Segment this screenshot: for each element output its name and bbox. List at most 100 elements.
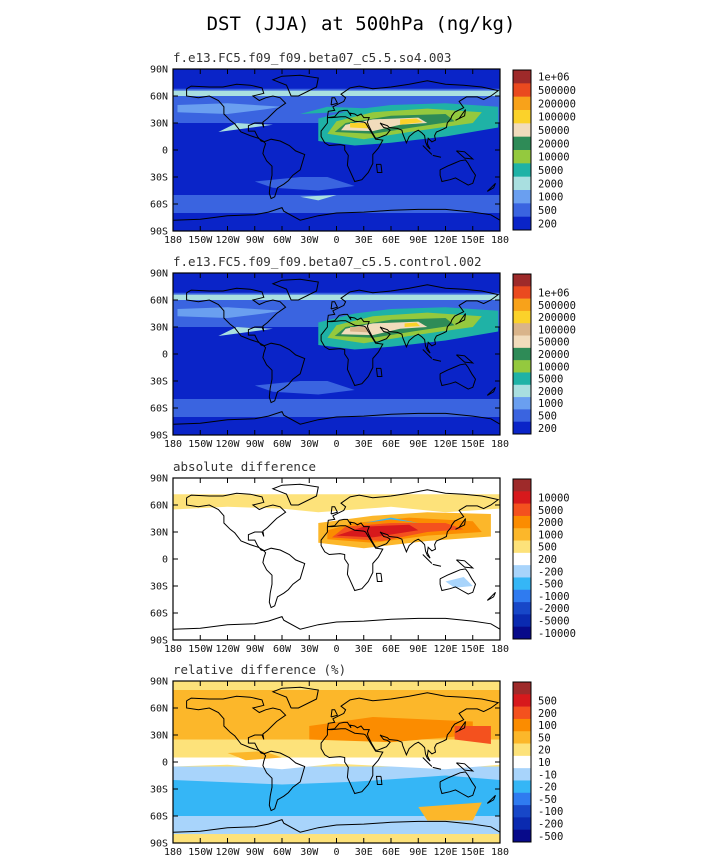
contour-region (254, 177, 355, 191)
x-tick-label: 0 (333, 439, 339, 450)
colorbar-swatch (513, 310, 531, 324)
colorbar-label: 500000 (538, 300, 576, 312)
contour-region (404, 322, 421, 327)
colorbar-label: 5000 (538, 374, 563, 386)
x-tick-label: 30E (355, 439, 373, 450)
field-fill (173, 69, 500, 231)
colorbar-label: 200 (538, 554, 557, 566)
figure-title: DST (JJA) at 500hPa (ng/kg) (207, 13, 516, 35)
x-tick-label: 120W (215, 644, 240, 655)
panel-title: absolute difference (173, 459, 316, 474)
colorbar-label: -50 (538, 794, 557, 806)
colorbar-label: 1000 (538, 192, 563, 204)
y-tick-label: 30S (150, 173, 168, 184)
contour-region (218, 327, 273, 336)
colorbar-swatch (513, 298, 531, 312)
y-tick-label: 60N (150, 501, 168, 512)
colorbar-swatch (513, 780, 531, 794)
coastline (456, 354, 475, 364)
colorbar-label: -500 (538, 831, 563, 843)
contour-region (173, 90, 500, 96)
coastline (432, 358, 442, 362)
contour-region (336, 524, 419, 538)
colorbar-swatch (513, 682, 531, 695)
colorbar-swatch (513, 203, 531, 217)
y-tick-label: 60S (150, 609, 168, 620)
coastline (326, 692, 500, 762)
coastline (262, 750, 306, 812)
colorbar-swatch (513, 286, 531, 299)
x-tick-label: 30E (355, 847, 373, 858)
x-tick-label: 30W (300, 847, 319, 858)
x-tick-label: 120W (215, 235, 240, 246)
colorbar-swatch (513, 755, 531, 769)
colorbar-frame (512, 681, 532, 843)
coastline (173, 410, 500, 425)
colorbar-label: -200 (538, 819, 563, 831)
x-tick-label: 180 (164, 644, 182, 655)
colorbar-swatch (513, 83, 531, 97)
y-tick-label: 0 (162, 146, 168, 157)
x-tick-label: 60W (273, 644, 292, 655)
colorbar-label: -2000 (538, 603, 570, 615)
y-tick-label: 30S (150, 785, 168, 796)
colorbar-label: 5000 (538, 505, 563, 517)
colorbar-label: 50000 (538, 125, 570, 137)
coastline (186, 287, 287, 347)
coastline (320, 525, 384, 592)
coastline (439, 363, 477, 390)
x-tick-label: 150W (188, 644, 213, 655)
contour-region (173, 757, 500, 770)
y-tick-label: 90N (150, 677, 168, 688)
x-tick-label: 180 (164, 235, 182, 246)
x-tick-label: 120E (433, 847, 457, 858)
coastline (320, 728, 384, 795)
coastline (455, 109, 466, 121)
coastline (432, 563, 442, 567)
coastline (326, 284, 500, 354)
colorbar-label: 20 (538, 745, 551, 757)
colorbar-frame (512, 478, 532, 640)
panel-so4: f.e13.FC5.f09_f09.beta07_c5.5.so4.003 90N… (150, 50, 576, 246)
coastline (262, 138, 306, 200)
contour-region (227, 751, 282, 761)
colorbar-swatch (513, 190, 531, 204)
x-tick-label: 150W (188, 235, 213, 246)
contour-region (254, 381, 355, 395)
contour-region (300, 195, 337, 201)
coastline (330, 97, 339, 106)
colorbar-swatch (513, 817, 531, 830)
contour-region (177, 103, 282, 114)
y-tick-label: 90S (150, 431, 168, 442)
colorbar-swatch (513, 397, 531, 410)
colorbar-swatch (513, 110, 531, 124)
x-tick-label: 150W (188, 847, 213, 858)
colorbar-swatch (513, 176, 531, 191)
colorbar-swatch (513, 805, 531, 818)
contour-region (445, 577, 473, 588)
x-tick-label: 0 (333, 235, 339, 246)
x-tick-label: 60E (382, 847, 400, 858)
x-tick-label: 30E (355, 235, 373, 246)
colorbar-swatch (513, 565, 531, 578)
contour-region (309, 717, 473, 743)
colorbar-swatch (513, 360, 531, 373)
y-tick-label: 90S (150, 839, 168, 850)
colorbar-label: -200 (538, 566, 563, 578)
colorbar-frame (512, 273, 532, 435)
colorbar-swatch (513, 792, 531, 806)
colorbar-swatch (513, 540, 531, 554)
contour-region (363, 517, 419, 523)
x-tick-label: 120E (433, 439, 457, 450)
x-tick-label: 90E (409, 644, 427, 655)
coastline (486, 386, 496, 396)
colorbar-label: -10000 (538, 628, 576, 640)
colorbar-frame (512, 69, 532, 231)
coastline (320, 116, 384, 183)
coastline (432, 766, 442, 770)
y-tick-label: 0 (162, 758, 168, 769)
panel-title: f.e13.FC5.f09_f09.beta07_c5.5.so4.003 (173, 50, 451, 65)
contour-region (177, 307, 282, 318)
y-tick-label: 30N (150, 528, 168, 539)
colorbar-label: -10 (538, 769, 557, 781)
